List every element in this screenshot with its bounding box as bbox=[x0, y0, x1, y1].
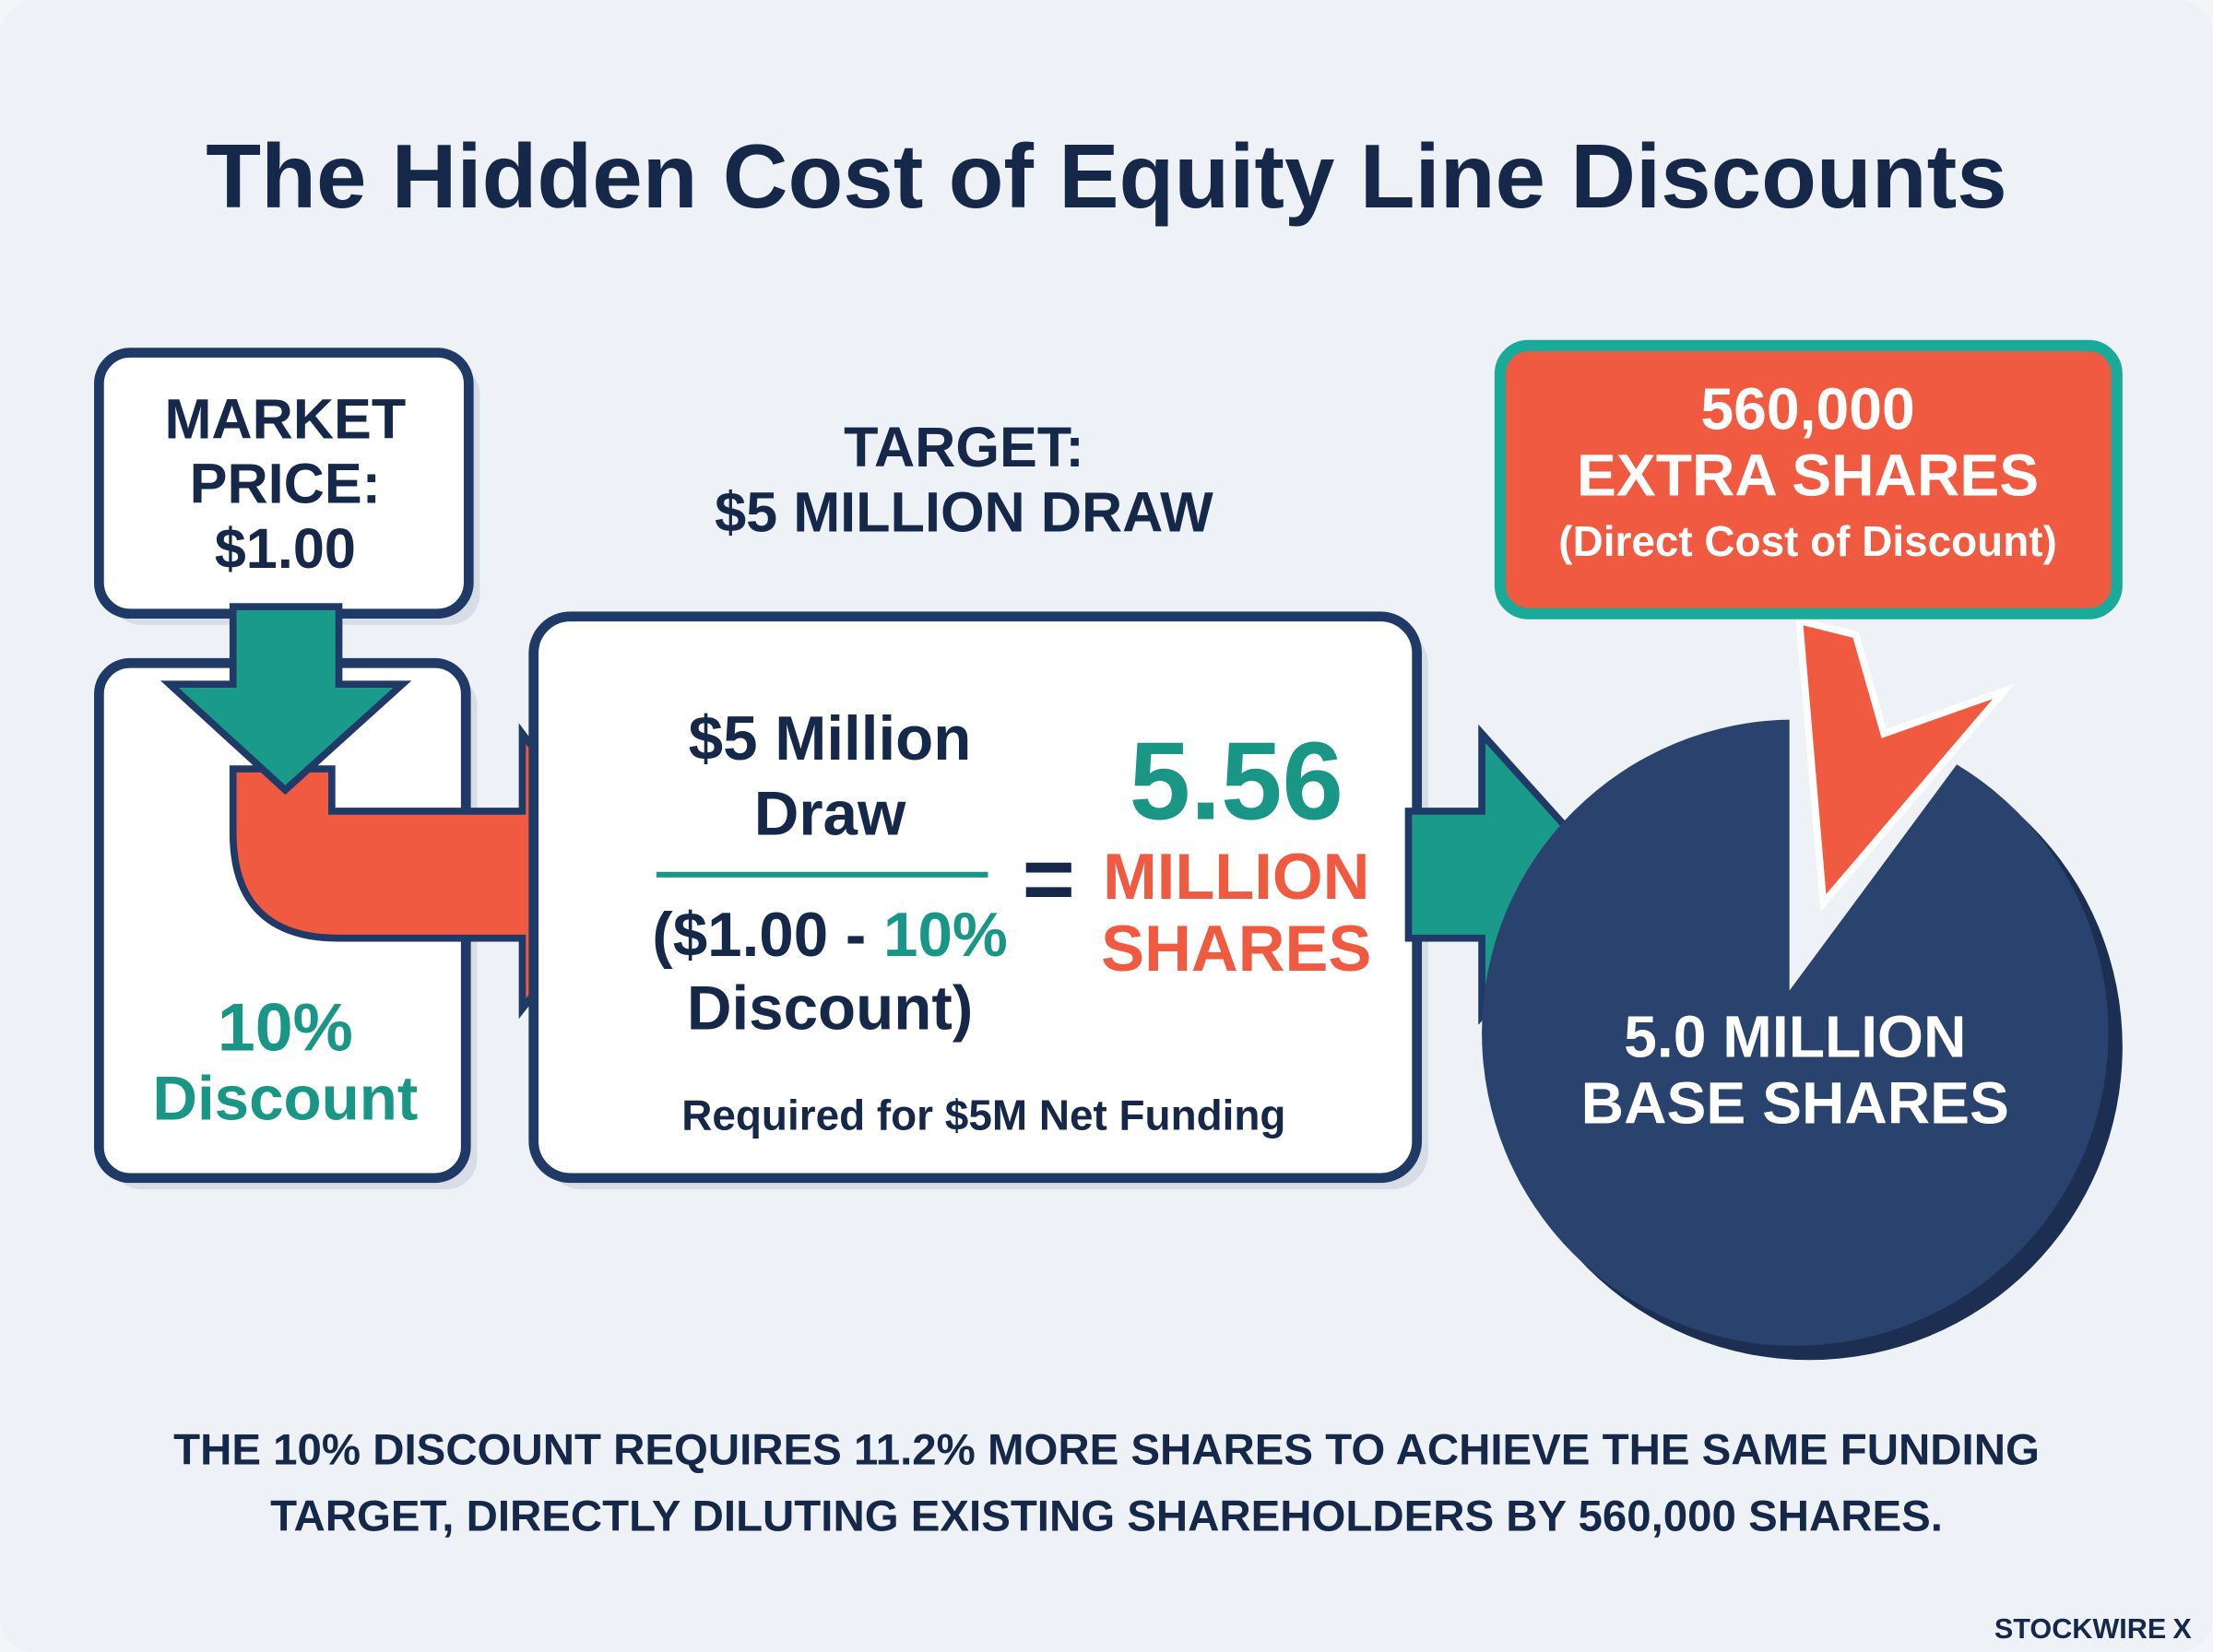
denominator: Discount) bbox=[687, 974, 973, 1044]
denominator: ($1.00 - 10% bbox=[652, 901, 1008, 970]
down-arrow bbox=[160, 603, 412, 796]
market-line: MARKET bbox=[164, 387, 406, 450]
discount-line: Discount bbox=[152, 1064, 418, 1133]
equals: = bbox=[1023, 828, 1075, 929]
callout-line: (Direct Cost of Discount) bbox=[1558, 517, 2057, 565]
denominator-part: 10% bbox=[883, 901, 1008, 970]
market-line: $1.00 bbox=[215, 517, 356, 580]
formula-note: Required for $5M Net Funding bbox=[681, 1092, 1285, 1139]
pie-label: 5.0 MILLION bbox=[1624, 1003, 1966, 1069]
pie-base bbox=[1482, 719, 2109, 1346]
callout-line: 560,000 bbox=[1700, 375, 1914, 442]
numerator: Draw bbox=[754, 779, 906, 848]
target-line: TARGET: bbox=[844, 416, 1084, 478]
brand: STOCKWIRE bbox=[1994, 1613, 2166, 1645]
discount-line: 10% bbox=[218, 990, 353, 1066]
callout bbox=[1494, 339, 2123, 620]
result-unit: MILLION bbox=[1103, 840, 1369, 913]
title: The Hidden Cost of Equity Line Discounts bbox=[206, 125, 2006, 227]
pie-slice bbox=[1795, 616, 2016, 912]
result-unit: SHARES bbox=[1101, 912, 1371, 985]
footer-line: THE 10% DISCOUNT REQUIRES 11.2% MORE SHA… bbox=[173, 1426, 2040, 1475]
market-line: PRICE: bbox=[190, 453, 381, 515]
brand-mark: X bbox=[2172, 1613, 2192, 1645]
denominator-part: ($1.00 - bbox=[652, 901, 866, 970]
result-value: 5.56 bbox=[1130, 721, 1343, 844]
pie-label: BASE SHARES bbox=[1581, 1069, 2009, 1136]
target-line: $5 MILLION DRAW bbox=[715, 480, 1213, 543]
numerator: $5 Million bbox=[689, 704, 972, 773]
footer-line: TARGET, DIRECTLY DILUTING EXISTING SHARE… bbox=[270, 1493, 1943, 1541]
callout-line: EXTRA SHARES bbox=[1577, 442, 2039, 508]
